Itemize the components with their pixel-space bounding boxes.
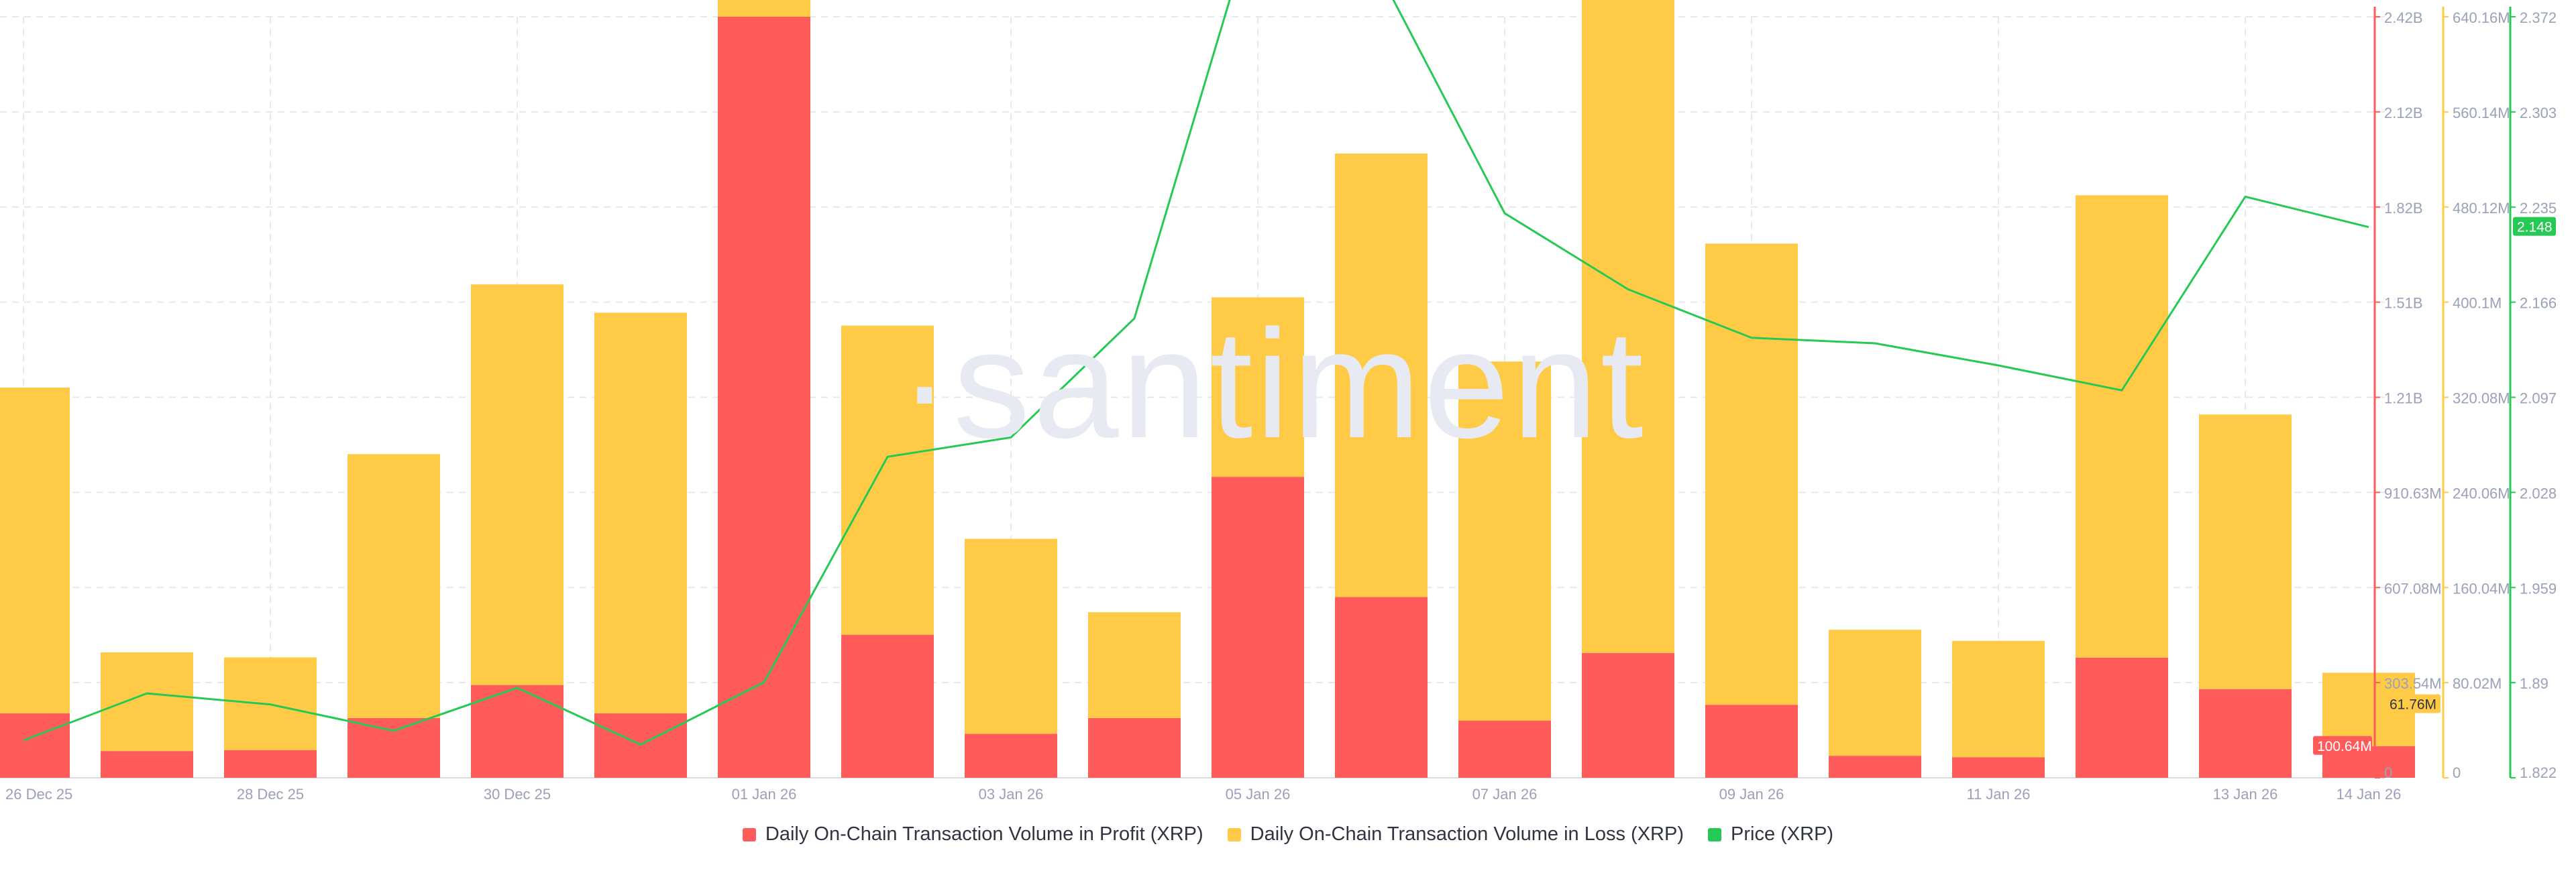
bar-loss	[1952, 640, 2045, 758]
legend-swatch-price	[1708, 827, 1721, 841]
bar-profit	[2076, 657, 2168, 778]
bar-profit	[2199, 689, 2292, 778]
current-value-label-loss: 61.76M	[2390, 697, 2436, 712]
x-tick-label: 05 Jan 26	[1226, 786, 1291, 803]
bar-loss	[1705, 243, 1798, 705]
bar-loss	[347, 454, 440, 718]
bar-profit	[965, 734, 1057, 778]
y-tick-label-price: 2.235	[2520, 200, 2557, 217]
y-tick-label-profit: 0	[2384, 764, 2392, 781]
x-tick-label: 30 Dec 25	[484, 786, 551, 803]
y-tick-label-profit: 2.42B	[2384, 9, 2423, 26]
y-tick-label-price: 2.372	[2520, 9, 2557, 26]
bar-loss	[101, 652, 193, 752]
legend-item-price[interactable]: Price (XRP)	[1708, 823, 1833, 845]
legend-item-profit[interactable]: Daily On-Chain Transaction Volume in Pro…	[742, 823, 1203, 845]
bar-loss	[1335, 153, 1428, 597]
bar-loss	[1829, 630, 1921, 756]
y-tick-label-price: 2.303	[2520, 105, 2557, 121]
bar-profit	[1952, 757, 2045, 778]
bar-profit	[347, 717, 440, 778]
y-tick-label-profit: 303.54M	[2384, 675, 2442, 692]
current-value-badge-loss	[2385, 694, 2440, 713]
y-tick-label-loss: 560.14M	[2453, 105, 2510, 121]
bar-profit	[1212, 477, 1304, 778]
current-value-label-profit: 100.64M	[2317, 739, 2372, 754]
bar-profit	[1088, 717, 1181, 778]
y-tick-label-profit: 2.12B	[2384, 105, 2423, 121]
y-tick-label-profit: 1.21B	[2384, 390, 2423, 407]
bar-loss	[841, 325, 934, 635]
y-tick-label-profit: 1.51B	[2384, 295, 2423, 312]
y-tick-label-profit: 910.63M	[2384, 485, 2442, 502]
bar-profit	[841, 634, 934, 778]
bar-profit	[471, 685, 564, 778]
price-line	[23, 0, 2369, 746]
bar-loss	[2076, 195, 2168, 658]
y-tick-label-price: 2.097	[2520, 390, 2557, 407]
bar-profit	[718, 17, 810, 778]
bar-loss	[2199, 414, 2292, 689]
bar-profit	[1335, 597, 1428, 778]
bar-profit	[224, 750, 317, 778]
legend-swatch-profit	[742, 827, 756, 841]
current-value-badge-profit	[2313, 736, 2372, 755]
santiment-watermark: ·santiment	[899, 298, 1646, 470]
y-tick-label-price: 2.166	[2520, 295, 2557, 312]
x-tick-label: 11 Jan 26	[1966, 786, 2030, 803]
bar-profit	[1458, 720, 1551, 778]
y-tick-label-price: 1.959	[2520, 580, 2557, 597]
y-tick-label-loss: 80.02M	[2453, 675, 2502, 692]
legend-label-profit: Daily On-Chain Transaction Volume in Pro…	[765, 823, 1203, 845]
x-tick-label: 09 Jan 26	[1719, 786, 1784, 803]
y-tick-label-price: 1.822	[2520, 764, 2557, 781]
x-tick-label: 07 Jan 26	[1472, 786, 1538, 803]
legend-label-price: Price (XRP)	[1731, 823, 1834, 845]
y-tick-label-loss: 640.16M	[2453, 9, 2510, 26]
current-value-label-price: 2.148	[2517, 220, 2553, 235]
x-tick-label: 13 Jan 26	[2213, 786, 2278, 803]
bar-loss	[1458, 361, 1551, 721]
x-tick-label: 26 Dec 25	[5, 786, 72, 803]
bar-loss	[1582, 0, 1674, 653]
y-tick-label-price: 2.028	[2520, 485, 2557, 502]
x-tick-label: 14 Jan 26	[2337, 786, 2402, 803]
y-tick-label-profit: 607.08M	[2384, 580, 2442, 597]
legend-swatch-loss	[1227, 827, 1241, 841]
y-tick-label-loss: 160.04M	[2453, 580, 2510, 597]
bar-profit	[1705, 705, 1798, 778]
bar-loss	[471, 284, 564, 685]
bar-loss	[1088, 612, 1181, 718]
y-tick-label-loss: 0	[2453, 764, 2461, 781]
x-tick-label: 28 Dec 25	[237, 786, 304, 803]
legend-item-loss[interactable]: Daily On-Chain Transaction Volume in Los…	[1227, 823, 1684, 845]
bar-loss	[718, 0, 810, 17]
y-tick-label-loss: 480.12M	[2453, 200, 2510, 217]
bar-profit	[0, 713, 70, 778]
bar-profit	[1582, 652, 1674, 778]
current-value-badge-price	[2513, 217, 2556, 236]
x-tick-label: 01 Jan 26	[732, 786, 797, 803]
y-tick-label-loss: 400.1M	[2453, 295, 2502, 312]
legend-label-loss: Daily On-Chain Transaction Volume in Los…	[1250, 823, 1684, 845]
bar-loss	[965, 538, 1057, 734]
y-tick-label-price: 1.89	[2520, 675, 2548, 692]
y-tick-label-loss: 240.06M	[2453, 485, 2510, 502]
bar-profit	[1829, 756, 1921, 778]
x-tick-label: 03 Jan 26	[979, 786, 1044, 803]
bar-loss	[594, 312, 687, 713]
bar-loss	[1212, 297, 1304, 477]
y-tick-label-profit: 1.82B	[2384, 200, 2423, 217]
legend: Daily On-Chain Transaction Volume in Pro…	[0, 823, 2576, 845]
y-tick-label-loss: 320.08M	[2453, 390, 2510, 407]
bar-loss	[0, 388, 70, 713]
bar-profit	[101, 751, 193, 778]
